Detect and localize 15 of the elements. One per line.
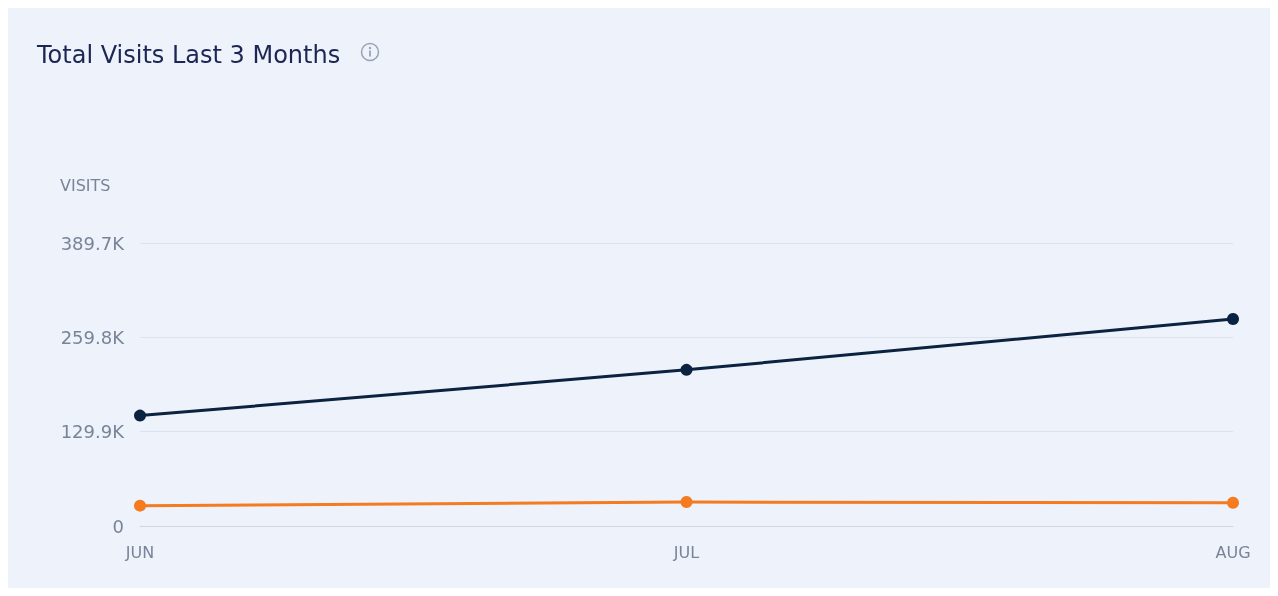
x-tick-label: JUN <box>124 542 155 562</box>
x-tick-label: JUL <box>672 542 700 562</box>
y-axis-title: VISITS <box>60 175 111 195</box>
y-tick-label: 129.9K <box>60 421 126 443</box>
point <box>1227 496 1239 509</box>
point <box>680 496 693 509</box>
y-tick-label: 259.8K <box>60 326 126 348</box>
chart-title: Total Visits Last 3 Months <box>36 41 341 69</box>
y-tick-label: 389.7K <box>60 232 126 254</box>
point <box>680 363 693 376</box>
point <box>134 409 146 422</box>
point <box>134 499 146 512</box>
y-tick-label: 0 <box>112 515 124 537</box>
point <box>1227 313 1239 326</box>
x-tick-label: AUG <box>1215 542 1251 562</box>
